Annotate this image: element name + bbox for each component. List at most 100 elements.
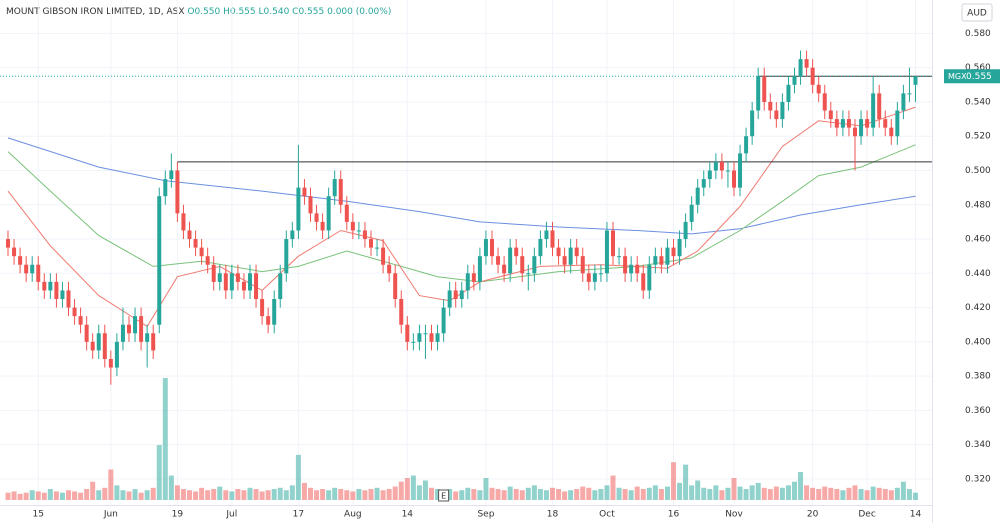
candle-body: [102, 333, 107, 359]
candle-body: [375, 247, 380, 249]
candle-body: [598, 273, 603, 275]
volume-bar: [531, 485, 537, 500]
volume-bar: [785, 485, 791, 500]
candle-body: [302, 187, 307, 197]
volume-bar: [519, 490, 525, 500]
candle-body: [629, 264, 634, 274]
volume-bar: [737, 486, 743, 500]
stat: 0.000 (0.00%): [327, 7, 391, 17]
candle-body: [623, 256, 628, 274]
candle-body: [169, 170, 174, 180]
volume-bar: [870, 486, 876, 500]
candle-body: [889, 127, 894, 137]
volume-bar: [477, 490, 483, 500]
volume-bar: [156, 445, 162, 500]
volume-bar: [162, 378, 168, 500]
candle-body: [254, 273, 259, 300]
candle-body: [719, 161, 724, 171]
volume-bar: [368, 489, 374, 500]
y-tick-label: 0.560: [965, 63, 991, 73]
candle-body: [241, 281, 246, 291]
candle-body: [387, 264, 392, 274]
volume-bar: [29, 490, 35, 500]
candle-body: [84, 324, 89, 342]
candle-body: [907, 93, 912, 95]
candle-body: [54, 281, 59, 300]
volume-bar: [326, 490, 332, 500]
volume-bar: [344, 490, 350, 500]
candle-body: [260, 299, 265, 317]
y-tick-label: 0.420: [965, 303, 991, 313]
volume-bar: [404, 478, 410, 500]
volume-bar: [78, 492, 84, 500]
candle-body: [332, 179, 337, 197]
volume-bar: [114, 485, 120, 500]
candle-body: [48, 281, 53, 291]
volume-bar: [386, 489, 392, 500]
volume-bar: [84, 489, 90, 500]
candle-body: [768, 101, 773, 111]
candle-body: [163, 179, 168, 197]
candle-body: [42, 281, 47, 291]
candle-body: [326, 196, 331, 231]
candle-body: [526, 273, 531, 275]
candle-body: [840, 119, 845, 128]
candle-body: [816, 84, 821, 94]
candle-body: [296, 187, 301, 231]
volume-bar: [229, 491, 235, 500]
currency-box[interactable]: [961, 3, 993, 22]
volume-bar: [338, 489, 344, 500]
volume-bar: [773, 486, 779, 500]
candle-body: [139, 316, 144, 342]
candle-body: [217, 273, 222, 282]
volume-bar: [677, 482, 683, 500]
volume-bar: [471, 489, 477, 500]
volume-bar: [761, 487, 767, 500]
x-tick-label: Aug: [344, 510, 362, 520]
candle-body: [592, 273, 597, 282]
candle-body: [284, 239, 289, 274]
volume-bar: [259, 491, 265, 500]
volume-bar: [798, 471, 804, 500]
candle-body: [181, 213, 186, 231]
candle-body: [447, 290, 452, 308]
volume-bar: [525, 487, 531, 500]
x-tick-label: Nov: [725, 510, 743, 520]
candle-body: [18, 256, 23, 265]
event-label: E: [441, 492, 446, 501]
volume-bar: [187, 490, 192, 500]
candle-body: [853, 127, 857, 137]
price-tag: [944, 69, 1000, 84]
candle-body: [199, 247, 204, 257]
volume-bar: [834, 489, 840, 500]
candle-body: [114, 341, 119, 368]
y-tick-label: 0.460: [965, 235, 991, 245]
x-tick-label: Oct: [599, 510, 615, 520]
x-tick-label: Jul: [225, 510, 237, 520]
candle-body: [399, 299, 404, 325]
volume-bar: [562, 491, 568, 500]
candle-body: [229, 273, 234, 291]
volume-bar: [580, 486, 586, 500]
candle-body: [792, 76, 797, 85]
x-tick-label: 15: [33, 510, 44, 520]
volume-bar: [235, 489, 241, 500]
candle-body: [683, 221, 688, 240]
volume-bar: [380, 490, 386, 500]
x-tick-label: Jun: [103, 510, 118, 520]
candle-body: [266, 316, 271, 325]
volume-bar: [416, 485, 422, 500]
volume-bar: [350, 491, 356, 500]
candle-body: [145, 333, 150, 342]
y-tick-label: 0.520: [965, 132, 991, 142]
currency: AUD: [967, 9, 987, 19]
volume-bar: [767, 489, 773, 500]
volume-bar: [622, 489, 628, 500]
event-box[interactable]: [438, 489, 450, 502]
candle-body: [36, 264, 41, 282]
volume-bar: [695, 480, 701, 500]
volume-bar: [489, 487, 495, 500]
candle-body: [435, 333, 440, 342]
candle-body: [223, 273, 228, 291]
candle-body: [78, 316, 83, 325]
